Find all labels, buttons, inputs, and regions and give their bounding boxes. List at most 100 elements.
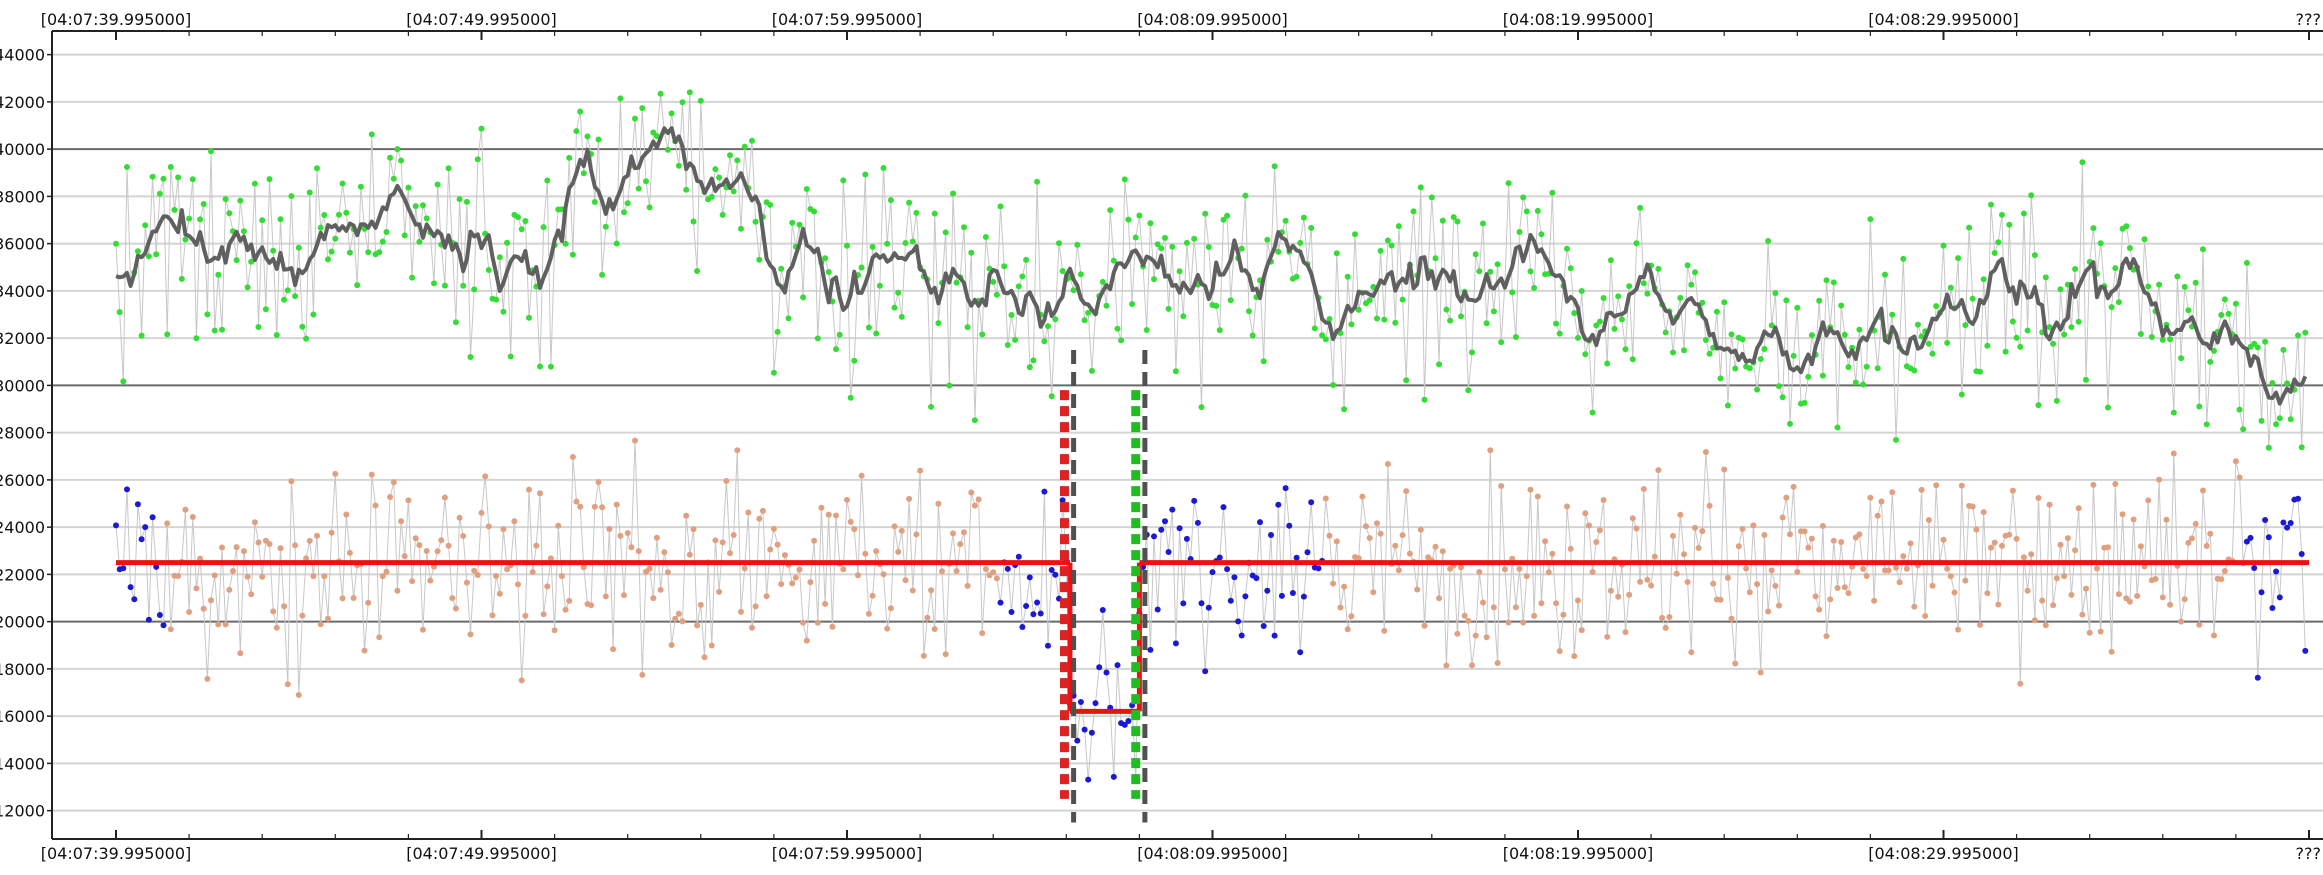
- y-tick-label: 44000: [0, 46, 45, 65]
- upper-point: [657, 90, 664, 97]
- lower-point: [1794, 568, 1801, 575]
- lower-point: [873, 548, 880, 555]
- upper-point: [1132, 234, 1139, 241]
- upper-point: [1556, 330, 1563, 337]
- lower-point: [829, 623, 836, 630]
- lower-point: [208, 597, 214, 604]
- upper-point: [1589, 409, 1596, 416]
- upper-point: [851, 357, 858, 364]
- lower-point: [906, 495, 913, 502]
- anomaly-point: [1227, 597, 1234, 604]
- lower-point: [2200, 487, 2206, 494]
- lower-point: [562, 606, 569, 613]
- upper-point: [1838, 302, 1845, 309]
- lower-connector-line: [115, 440, 2306, 781]
- lower-point: [387, 494, 394, 500]
- upper-point: [1469, 349, 1475, 356]
- upper-point: [1081, 317, 1088, 324]
- upper-point: [452, 319, 459, 326]
- anomaly-point: [1103, 669, 1110, 676]
- anomaly-point: [1030, 611, 1037, 618]
- upper-point: [1498, 339, 1505, 346]
- upper-point: [968, 249, 975, 256]
- upper-point: [580, 170, 587, 177]
- anomaly-point: [1125, 718, 1132, 724]
- upper-point: [2108, 304, 2115, 311]
- lower-point: [577, 503, 584, 510]
- lower-point: [493, 573, 500, 579]
- upper-point: [357, 183, 364, 190]
- lower-point: [1991, 539, 1998, 546]
- lower-point: [1344, 626, 1351, 633]
- lower-point: [1973, 526, 1980, 533]
- lower-point: [222, 621, 229, 628]
- lower-point: [230, 568, 236, 574]
- lower-point: [701, 654, 708, 661]
- upper-point: [2298, 444, 2305, 451]
- upper-point: [1224, 212, 1231, 219]
- lower-point: [310, 573, 317, 580]
- lower-point: [1476, 569, 1483, 575]
- upper-point: [273, 332, 280, 338]
- upper-point: [2258, 417, 2265, 424]
- upper-point: [1757, 356, 1764, 362]
- lower-point: [1999, 542, 2005, 549]
- upper-point: [1845, 364, 1852, 371]
- upper-point: [694, 268, 701, 274]
- lower-point: [595, 479, 602, 486]
- anomaly-point: [1300, 593, 1307, 600]
- lower-point: [255, 539, 262, 546]
- upper-point: [2276, 415, 2283, 422]
- lower-point: [438, 537, 445, 544]
- upper-point: [1527, 268, 1534, 275]
- upper-point: [928, 403, 935, 410]
- lower-point: [423, 548, 430, 554]
- upper-point: [1830, 279, 1837, 286]
- axis-ticks: 12000 14000 16000 18000 20000 22000 24000 26000…: [0, 10, 2321, 863]
- lower-point: [650, 595, 657, 602]
- upper-point: [197, 216, 204, 223]
- lower-point: [697, 601, 704, 608]
- lower-point: [409, 578, 416, 585]
- lower-point: [306, 537, 313, 544]
- lower-point: [427, 577, 434, 584]
- lower-point: [1812, 593, 1819, 600]
- upper-point: [2236, 406, 2243, 413]
- lower-point: [489, 612, 496, 619]
- upper-point: [844, 242, 850, 249]
- anomaly-point: [1308, 499, 1315, 506]
- upper-point: [1428, 194, 1435, 201]
- upper-point: [1523, 208, 1530, 215]
- anomaly-point: [1216, 554, 1223, 561]
- upper-point: [1578, 288, 1585, 294]
- upper-point: [1553, 320, 1560, 327]
- lower-point: [1600, 497, 1607, 503]
- lower-point: [167, 626, 174, 633]
- upper-point: [836, 331, 843, 338]
- anomaly-point: [1209, 569, 1216, 576]
- upper-point: [1249, 332, 1256, 339]
- upper-point: [1531, 284, 1538, 291]
- lower-point: [2185, 539, 2192, 546]
- lower-point: [1469, 662, 1475, 669]
- lower-point: [1944, 565, 1951, 572]
- lower-point: [1575, 597, 1581, 604]
- lower-point: [1754, 581, 1761, 588]
- lower-point: [226, 586, 233, 593]
- lower-point: [606, 526, 613, 532]
- moving-average-series: [115, 126, 2308, 406]
- lower-point: [1900, 553, 1907, 560]
- lower-point: [1465, 617, 1472, 624]
- lower-point: [1750, 522, 1757, 529]
- lower-point: [1670, 532, 1676, 539]
- upper-point: [1216, 327, 1223, 334]
- upper-point: [1490, 308, 1497, 315]
- lower-point: [822, 600, 829, 607]
- lower-point: [599, 504, 606, 511]
- lower-point: [855, 572, 861, 579]
- upper-point: [1056, 240, 1062, 247]
- lower-point: [2064, 535, 2071, 542]
- upper-point: [237, 197, 244, 204]
- anomaly-point: [149, 514, 156, 521]
- lower-point: [518, 677, 525, 684]
